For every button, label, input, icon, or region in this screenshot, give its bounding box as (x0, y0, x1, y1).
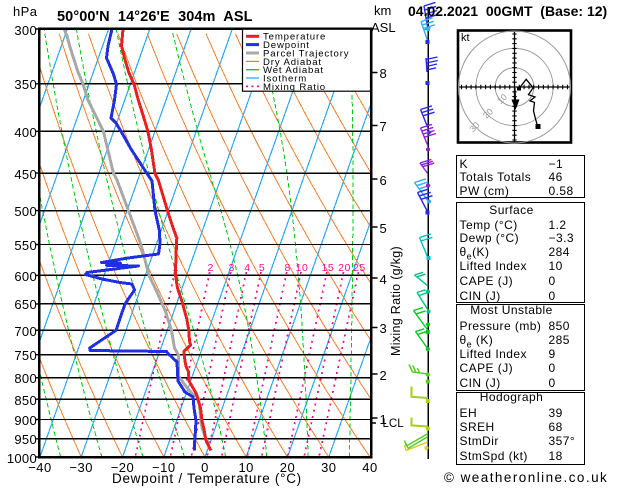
svg-text:8: 8 (285, 262, 291, 274)
svg-text:4: 4 (244, 262, 250, 274)
svg-text:Dry Adiabat: Dry Adiabat (263, 57, 322, 68)
svg-text:15: 15 (322, 262, 335, 274)
svg-text:5: 5 (259, 262, 265, 274)
svg-text:Dewpoint: Dewpoint (263, 40, 310, 51)
svg-text:Mixing Ratio: Mixing Ratio (263, 82, 326, 93)
svg-text:25: 25 (353, 262, 366, 274)
svg-text:3: 3 (229, 262, 235, 274)
svg-text:20: 20 (338, 262, 351, 274)
svg-text:10: 10 (296, 262, 309, 274)
svg-text:Temperature: Temperature (263, 32, 326, 43)
svg-text:Isotherm: Isotherm (263, 74, 307, 85)
svg-text:Parcel Trajectory: Parcel Trajectory (263, 48, 349, 59)
svg-text:Wet Adiabat: Wet Adiabat (263, 65, 324, 76)
svg-text:2: 2 (208, 262, 214, 274)
svg-text:kt: kt (461, 32, 470, 44)
svg-text:30: 30 (467, 120, 481, 134)
